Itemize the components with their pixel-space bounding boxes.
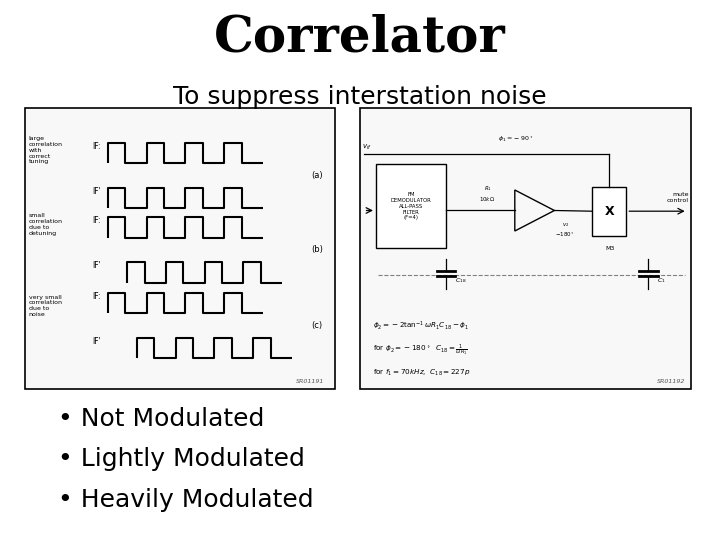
FancyBboxPatch shape: [376, 164, 446, 248]
Text: Correlator: Correlator: [214, 14, 506, 62]
Text: FM
DEMODULATOR
ALL-PASS
FILTER
(F=4): FM DEMODULATOR ALL-PASS FILTER (F=4): [391, 192, 431, 220]
FancyBboxPatch shape: [592, 187, 626, 236]
Text: SR01191: SR01191: [296, 380, 324, 384]
Text: • Heavily Modulated: • Heavily Modulated: [58, 488, 313, 511]
Text: IF': IF': [92, 261, 101, 271]
Text: small
correlation
due to
detuning: small correlation due to detuning: [29, 213, 63, 236]
Text: $v_2$
$-180^\circ$: $v_2$ $-180^\circ$: [555, 221, 575, 239]
Text: IF:: IF:: [92, 142, 101, 151]
Text: (a): (a): [311, 171, 323, 180]
Text: mute
control: mute control: [667, 192, 689, 203]
Text: SR01192: SR01192: [657, 380, 685, 384]
Text: • Not Modulated: • Not Modulated: [58, 407, 264, 430]
Text: • Lightly Modulated: • Lightly Modulated: [58, 447, 305, 471]
Text: IF:: IF:: [92, 292, 101, 301]
Text: $\phi_1 = -90^\circ$: $\phi_1 = -90^\circ$: [498, 134, 534, 144]
Text: X: X: [604, 205, 614, 218]
Text: $v_{if}$: $v_{if}$: [362, 143, 372, 152]
Text: $R_1$
$10k\Omega$: $R_1$ $10k\Omega$: [480, 185, 495, 202]
Text: $\phi_2 = -2\tan^{-1}\omega R_1 C_{18} - \phi_1$: $\phi_2 = -2\tan^{-1}\omega R_1 C_{18} -…: [373, 319, 469, 332]
Text: IF': IF': [92, 337, 101, 346]
Text: (c): (c): [311, 321, 323, 330]
Text: for $f_1 = 70kHz$,  $C_{18} = 227p$: for $f_1 = 70kHz$, $C_{18} = 227p$: [373, 368, 470, 379]
Text: IF:: IF:: [92, 217, 101, 225]
Text: IF': IF': [92, 187, 101, 196]
Text: for $\phi_2 = -180^\circ$  $C_{18} = \frac{1}{\omega R_1}$: for $\phi_2 = -180^\circ$ $C_{18} = \fra…: [373, 343, 468, 359]
Text: To suppress interstation noise: To suppress interstation noise: [174, 85, 546, 109]
Text: $C_{18}$: $C_{18}$: [455, 276, 467, 286]
Text: $C_1$: $C_1$: [657, 276, 665, 286]
Text: M3: M3: [606, 246, 615, 251]
Text: large
correlation
with
correct
tuning: large correlation with correct tuning: [29, 136, 63, 164]
FancyBboxPatch shape: [360, 108, 691, 389]
FancyBboxPatch shape: [25, 108, 335, 389]
Text: very small
correlation
due to
noise: very small correlation due to noise: [29, 295, 63, 317]
Text: (b): (b): [311, 245, 323, 254]
